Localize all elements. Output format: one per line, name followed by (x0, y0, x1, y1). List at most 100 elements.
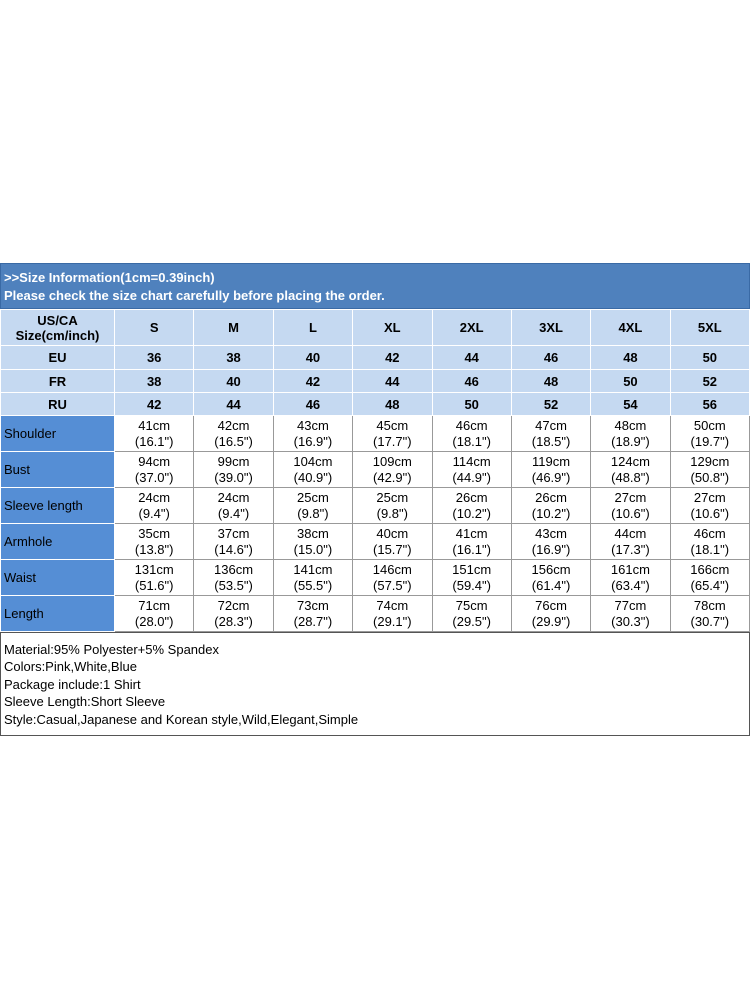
measure-cell: 42cm (16.5") (193, 415, 274, 452)
size-cell: 46 (431, 369, 512, 393)
cm-value: 40cm (376, 525, 409, 541)
measure-cell: 119cm (46.9") (510, 451, 592, 488)
size-cell: 42 (113, 392, 195, 416)
label-line: Size(cm/inch) (15, 327, 100, 343)
size-cell: 2XL (431, 309, 512, 346)
size-cell: 40 (272, 345, 354, 370)
size-cell: 3XL (510, 309, 592, 346)
inch-value: (16.9") (531, 541, 571, 557)
size-cell: 44 (431, 345, 512, 370)
cm-value: 47cm (535, 417, 567, 433)
size-cell: 56 (669, 392, 750, 416)
measure-label: Waist (0, 559, 115, 596)
cm-value: 146cm (372, 561, 412, 577)
measure-cell: 78cm (30.7") (669, 595, 750, 632)
inch-value: (46.9") (531, 469, 571, 485)
measure-cell: 146cm (57.5") (352, 559, 433, 596)
measure-cell: 161cm (63.4") (590, 559, 671, 596)
measure-cell: 37cm (14.6") (193, 523, 274, 560)
header: >>Size Information(1cm=0.39inch) Please … (0, 263, 750, 309)
size-cell: M (193, 309, 274, 346)
cm-value: 114cm (452, 453, 491, 469)
measure-cell: 76cm (29.9") (510, 595, 592, 632)
size-label: RU (0, 392, 115, 416)
measure-cell: 99cm (39.0") (193, 451, 274, 488)
cm-value: 26cm (455, 489, 488, 505)
measure-cell: 26cm (10.2") (510, 487, 592, 524)
note-line: Colors:Pink,White,Blue (4, 659, 137, 675)
inch-value: (37.0") (134, 469, 174, 485)
cm-value: 46cm (693, 525, 726, 541)
measure-cell: 129cm (50.8") (669, 451, 750, 488)
inch-value: (16.1") (452, 541, 491, 557)
size-row: RU 42 44 46 48 50 52 54 56 (0, 392, 750, 416)
size-cell: 52 (510, 392, 592, 416)
measure-cell: 41cm (16.1") (113, 415, 195, 452)
label-line: FR (48, 373, 67, 389)
size-cell: 5XL (669, 309, 750, 346)
inch-value: (28.3") (214, 613, 253, 629)
inch-value: (17.3") (611, 541, 650, 557)
inch-value: (10.6") (690, 505, 730, 521)
measure-cell: 46cm (18.1") (431, 415, 512, 452)
inch-value: (18.1") (690, 541, 730, 557)
inch-value: (18.5") (531, 433, 571, 449)
inch-value: (10.2") (452, 505, 491, 521)
size-cell: S (113, 309, 195, 346)
cm-value: 37cm (217, 525, 250, 541)
inch-value: (14.6") (214, 541, 253, 557)
measure-cell: 151cm (59.4") (431, 559, 512, 596)
measure-cell: 124cm (48.8") (590, 451, 671, 488)
cm-value: 124cm (610, 453, 650, 469)
measure-label: Shoulder (0, 415, 115, 452)
size-chart: >>Size Information(1cm=0.39inch) Please … (0, 263, 750, 736)
measure-row: Armhole 35cm (13.8") 37cm (14.6") 38cm (15.0")… (0, 523, 750, 560)
cm-value: 119cm (532, 453, 571, 469)
measure-cell: 41cm (16.1") (431, 523, 512, 560)
size-cell: 46 (510, 345, 592, 370)
measure-cell: 72cm (28.3") (193, 595, 274, 632)
measure-cell: 40cm (15.7") (352, 523, 433, 560)
measure-cell: 27cm (10.6") (590, 487, 671, 524)
measure-cell: 43cm (16.9") (272, 415, 354, 452)
note-line: Style:Casual,Japanese and Korean style,W… (4, 711, 359, 727)
cm-value: 25cm (376, 489, 409, 505)
measure-cell: 104cm (40.9") (272, 451, 354, 488)
cm-value: 43cm (535, 525, 567, 541)
header-line: >>Size Information(1cm=0.39inch) (4, 270, 215, 285)
inch-value: (16.5") (214, 433, 253, 449)
cm-value: 42cm (217, 417, 250, 433)
cm-value: 26cm (535, 489, 567, 505)
measure-cell: 131cm (51.6") (113, 559, 195, 596)
inch-value: (18.1") (452, 433, 491, 449)
size-row: US/CA Size(cm/inch) S M L XL 2XL 3XL 4XL 5XL (0, 309, 750, 346)
inch-value: (51.6") (134, 577, 174, 593)
measure-cell: 48cm (18.9") (590, 415, 671, 452)
cm-value: 94cm (138, 453, 171, 469)
note-line: Sleeve Length:Short Sleeve (4, 694, 166, 710)
inch-value: (39.0") (214, 469, 253, 485)
size-row: FR 38 40 42 44 46 48 50 52 (0, 369, 750, 393)
measure-cell: 38cm (15.0") (272, 523, 354, 560)
inch-value: (55.5") (293, 577, 333, 593)
inch-value: (57.5") (373, 577, 412, 593)
measure-cell: 27cm (10.6") (669, 487, 750, 524)
size-cell: 46 (272, 392, 354, 416)
cm-value: 48cm (614, 417, 647, 433)
inch-value: (29.5") (452, 613, 491, 629)
inch-value: (63.4") (611, 577, 650, 593)
size-cell: 4XL (590, 309, 671, 346)
cm-value: 25cm (297, 489, 329, 505)
measure-row: Waist 131cm (51.6") 136cm (53.5") 141cm (55.5"… (0, 559, 750, 596)
cm-value: 72cm (217, 597, 250, 613)
measure-cell: 25cm (9.8") (352, 487, 433, 524)
inch-value: (42.9") (373, 469, 412, 485)
cm-value: 41cm (455, 525, 488, 541)
cm-value: 131cm (134, 561, 174, 577)
measure-cell: 73cm (28.7") (272, 595, 354, 632)
inch-value: (59.4") (452, 577, 491, 593)
inch-value: (29.9") (531, 613, 571, 629)
measure-cell: 47cm (18.5") (510, 415, 592, 452)
size-cell: 50 (669, 345, 750, 370)
inch-value: (13.8") (134, 541, 174, 557)
